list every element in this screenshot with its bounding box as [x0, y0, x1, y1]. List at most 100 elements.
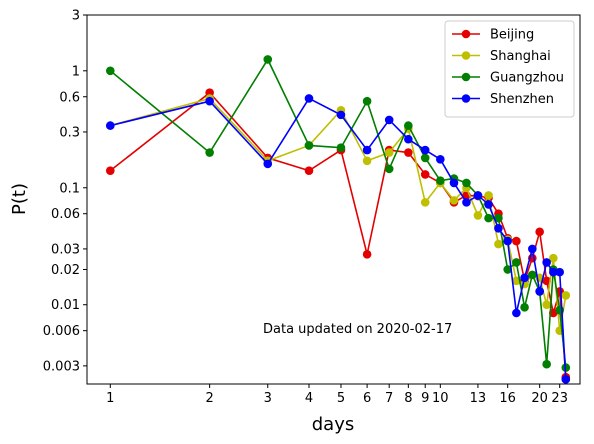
y-tick-label: 0.01: [51, 298, 80, 313]
data-point-guangzhou: [336, 143, 346, 153]
x-tick-label: 8: [404, 391, 412, 406]
data-point-guangzhou: [512, 258, 521, 267]
data-point-shenzhen: [473, 191, 483, 200]
legend-marker-guangzhou: [461, 72, 471, 82]
data-point-guangzhou: [362, 96, 372, 106]
legend-label-beijing: Beijing: [490, 28, 534, 43]
data-point-shenzhen: [336, 110, 346, 120]
legend: Beijing Shanghai Guangzhou Shenzhen: [444, 20, 575, 118]
data-point-shenzhen: [555, 267, 564, 277]
data-point-shanghai: [549, 253, 558, 263]
data-point-guangzhou: [462, 178, 471, 188]
x-tick-label: 4: [305, 391, 313, 406]
data-point-guangzhou: [205, 148, 214, 157]
x-tick-label: 13: [470, 391, 487, 406]
data-point-shenzhen: [304, 94, 314, 103]
data-point-shenzhen: [561, 375, 571, 384]
x-tick-label: 6: [363, 391, 371, 406]
y-axis-title: P(t): [9, 183, 30, 215]
data-point-beijing: [542, 276, 551, 286]
y-axis-ticks: 0.003 0.006 0.01 0.02 0.03 0.06 0.1 0.3 0.6 1 3: [43, 9, 87, 374]
data-point-shenzhen: [105, 121, 115, 130]
series-line-beijing: [109, 91, 567, 378]
legend-item-beijing: Beijing: [452, 28, 534, 43]
data-point-shenzhen: [494, 224, 503, 233]
y-tick-label: 0.006: [43, 324, 80, 339]
data-updated-annotation: Data updated on 2020-02-17: [263, 322, 452, 337]
data-point-shenzhen: [549, 267, 558, 277]
data-point-shenzhen: [362, 145, 372, 155]
data-point-shenzhen: [535, 287, 544, 296]
data-point-guangzhou: [494, 213, 503, 223]
data-point-shanghai: [542, 300, 551, 310]
data-point-shanghai: [473, 211, 483, 220]
data-point-shenzhen: [520, 273, 529, 283]
data-point-guangzhou: [520, 303, 529, 312]
data-point-shenzhen: [263, 159, 273, 169]
data-point-guangzhou: [420, 153, 430, 163]
data-point-shenzhen: [462, 198, 471, 207]
x-tick-label: 9: [421, 391, 429, 406]
data-point-guangzhou: [384, 164, 394, 174]
legend-item-guangzhou: Guangzhou: [452, 71, 564, 86]
data-point-guangzhou: [542, 359, 551, 369]
x-tick-label: 20: [531, 391, 548, 406]
data-point-shenzhen: [404, 134, 413, 144]
data-point-beijing: [512, 236, 521, 246]
data-point-shenzhen: [512, 308, 521, 318]
data-point-shanghai: [494, 239, 503, 249]
x-tick-label: 10: [432, 391, 449, 406]
data-point-shanghai: [512, 276, 521, 286]
series-line-shenzhen: [110, 97, 567, 380]
data-point-guangzhou: [404, 121, 413, 130]
y-tick-label: 0.1: [59, 181, 80, 196]
data-point-guangzhou: [528, 270, 537, 280]
plot-frame: [86, 14, 581, 385]
x-tick-label: 1: [106, 391, 114, 406]
y-tick-label: 0.003: [43, 359, 80, 374]
data-point-guangzhou: [484, 213, 493, 223]
legend-label-shanghai: Shanghai: [490, 49, 551, 64]
series-line-shanghai: [110, 97, 567, 331]
data-point-shenzhen: [205, 96, 214, 106]
series-layer: [105, 55, 571, 384]
y-tick-label: 0.02: [51, 263, 80, 278]
legend-item-shanghai: Shanghai: [452, 49, 551, 64]
data-point-shanghai: [384, 148, 394, 157]
data-point-guangzhou: [503, 265, 512, 274]
data-point-shanghai: [561, 291, 571, 300]
data-point-beijing: [105, 166, 115, 175]
data-point-beijing: [304, 166, 314, 175]
data-point-guangzhou: [105, 66, 115, 76]
series-line-guangzhou: [109, 57, 567, 368]
data-point-shenzhen: [528, 244, 537, 254]
legend-box: [444, 20, 575, 118]
legend-marker-shenzhen: [461, 94, 471, 103]
data-point-shanghai: [420, 198, 430, 207]
data-point-shanghai: [449, 196, 459, 205]
legend-marker-shanghai: [461, 51, 471, 60]
data-point-guangzhou: [304, 141, 314, 150]
legend-marker-beijing: [461, 29, 471, 39]
data-point-shenzhen: [420, 145, 430, 155]
legend-label-shenzhen: Shenzhen: [490, 92, 554, 107]
y-tick-label: 1: [72, 64, 80, 79]
y-tick-label: 0.03: [51, 242, 80, 257]
data-point-guangzhou: [263, 55, 273, 64]
data-point-beijing: [362, 249, 372, 259]
data-point-guangzhou: [436, 176, 445, 185]
data-point-beijing: [420, 170, 430, 179]
legend-label-guangzhou: Guangzhou: [490, 71, 564, 86]
data-point-beijing: [535, 227, 544, 237]
x-tick-label: 2: [206, 391, 214, 406]
x-tick-label: 7: [385, 391, 393, 406]
y-tick-label: 0.3: [59, 125, 80, 140]
x-tick-label: 16: [499, 391, 516, 406]
data-point-shanghai: [484, 191, 493, 200]
y-tick-label: 0.6: [59, 90, 80, 105]
y-tick-label: 3: [72, 9, 80, 24]
data-point-shenzhen: [542, 258, 551, 267]
data-point-shenzhen: [436, 155, 445, 164]
series-shenzhen: [105, 94, 571, 384]
